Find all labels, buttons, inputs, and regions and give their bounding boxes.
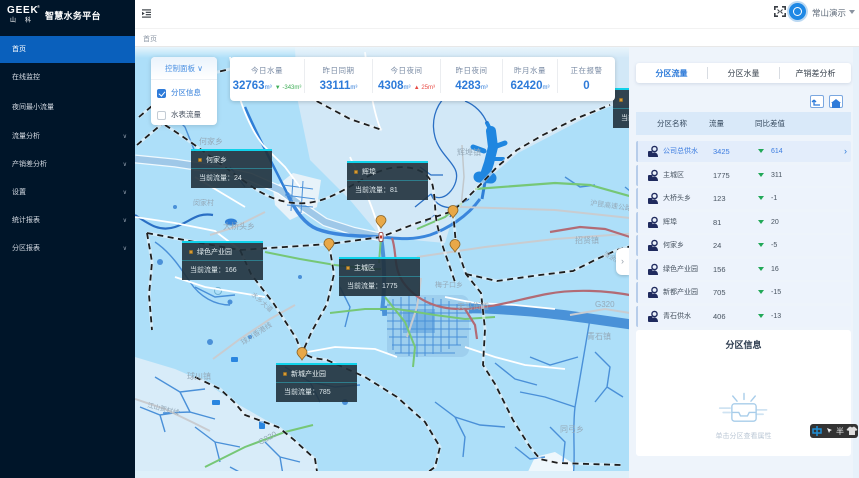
svg-text:半: 半: [836, 426, 844, 436]
svg-text:G320: G320: [595, 300, 615, 309]
svg-text:青石镇: 青石镇: [587, 331, 611, 341]
svg-text:招贤镇: 招贤镇: [575, 235, 599, 245]
svg-text:天马街道: 天马街道: [457, 301, 489, 311]
svg-text:同弓乡: 同弓乡: [560, 425, 584, 434]
svg-text:闵家村: 闵家村: [193, 198, 214, 207]
svg-text:大桥头乡: 大桥头乡: [223, 221, 255, 231]
svg-text:梅子口乡: 梅子口乡: [435, 280, 463, 289]
svg-text:辉埠镇: 辉埠镇: [457, 147, 481, 157]
svg-text:何家乡: 何家乡: [199, 136, 223, 146]
svg-text:球川镇: 球川镇: [187, 371, 211, 381]
